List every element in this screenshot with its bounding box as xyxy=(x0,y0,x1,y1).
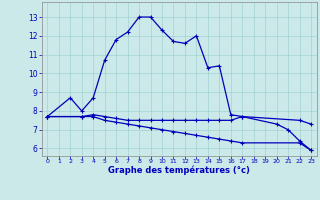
X-axis label: Graphe des températures (°c): Graphe des températures (°c) xyxy=(108,166,250,175)
